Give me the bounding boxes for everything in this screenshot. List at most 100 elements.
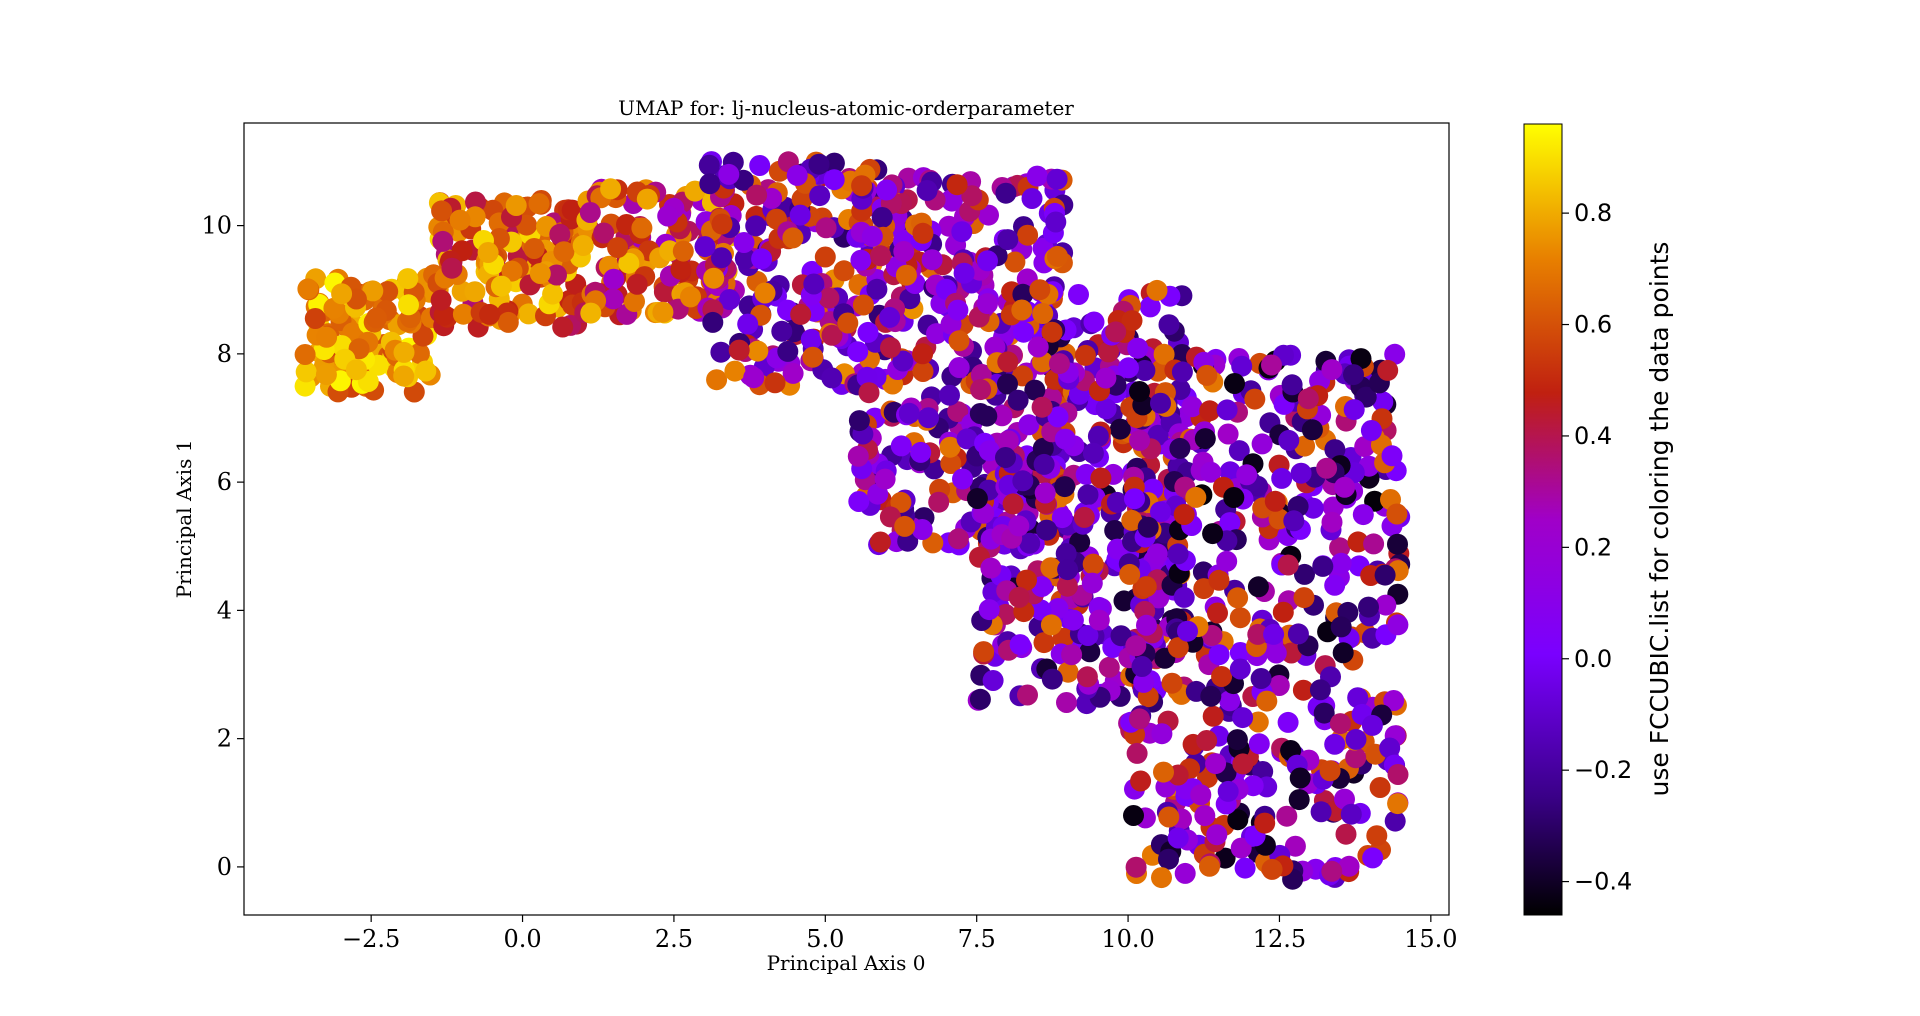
data-point <box>1046 168 1068 190</box>
data-point <box>1251 433 1273 455</box>
data-point <box>345 359 367 381</box>
data-point <box>1151 723 1173 745</box>
data-point <box>1032 437 1054 459</box>
data-point <box>1223 487 1245 508</box>
data-point <box>1150 392 1171 414</box>
data-point <box>1224 373 1245 394</box>
data-point <box>1248 733 1270 755</box>
data-point <box>848 410 870 432</box>
data-point <box>997 351 1019 373</box>
data-point <box>751 248 773 270</box>
data-point <box>518 303 540 325</box>
data-point <box>912 222 934 244</box>
data-point <box>1017 224 1039 246</box>
data-point <box>1019 532 1041 554</box>
data-point <box>1254 812 1276 834</box>
data-point <box>1294 435 1316 457</box>
data-point <box>1013 321 1035 343</box>
data-point <box>1008 515 1030 537</box>
data-point <box>1077 484 1099 506</box>
data-point <box>1329 713 1351 735</box>
colorbar-tick-label: 0.8 <box>1574 199 1612 227</box>
data-point <box>1232 707 1254 729</box>
x-tick-label: 2.5 <box>655 925 693 953</box>
data-point <box>821 367 843 389</box>
y-tick-label: 2 <box>217 725 232 753</box>
data-point <box>1329 537 1351 559</box>
data-point <box>1056 575 1078 597</box>
x-tick-label: 12.5 <box>1253 925 1306 953</box>
data-point <box>815 217 837 239</box>
data-point <box>1256 690 1278 712</box>
data-point <box>1268 675 1290 696</box>
data-point <box>1095 367 1117 389</box>
data-point <box>1173 586 1195 608</box>
data-point <box>1277 554 1299 576</box>
data-point <box>1137 516 1159 538</box>
data-point <box>1054 428 1076 450</box>
data-point <box>852 294 874 316</box>
data-point <box>1061 644 1083 666</box>
data-point <box>1090 467 1112 489</box>
data-point <box>1045 211 1067 233</box>
data-point <box>1332 642 1354 664</box>
data-point <box>1083 311 1105 333</box>
data-point <box>1205 753 1227 775</box>
data-point <box>1350 348 1372 370</box>
data-point <box>1008 586 1030 608</box>
data-point <box>703 267 725 289</box>
colorbar-tick-label: −0.2 <box>1574 756 1632 784</box>
data-point <box>848 491 870 512</box>
data-point <box>1098 341 1119 363</box>
data-point <box>315 364 337 386</box>
data-point <box>940 453 962 474</box>
data-point <box>1040 614 1062 636</box>
data-point <box>1271 467 1293 489</box>
data-point <box>497 311 519 333</box>
data-point <box>961 185 983 207</box>
data-point <box>1171 361 1193 383</box>
data-point <box>580 302 602 324</box>
data-point <box>1127 337 1149 359</box>
data-point <box>393 365 415 387</box>
data-point <box>431 200 453 222</box>
data-point <box>1352 504 1374 526</box>
data-point <box>1054 476 1076 498</box>
data-point <box>1077 625 1099 646</box>
data-point <box>1313 702 1335 724</box>
data-point <box>1057 661 1079 683</box>
data-point <box>847 341 869 363</box>
data-point <box>1110 625 1132 647</box>
data-point <box>449 209 471 231</box>
data-point <box>1363 533 1385 555</box>
data-point <box>912 361 934 382</box>
data-point <box>1287 623 1309 645</box>
data-point <box>1199 855 1220 877</box>
data-point <box>1347 531 1369 553</box>
data-point <box>1234 857 1256 879</box>
data-point <box>1048 353 1070 375</box>
data-point <box>1316 457 1338 479</box>
y-tick-label: 8 <box>217 340 232 368</box>
data-point <box>803 273 825 295</box>
data-point <box>921 249 943 271</box>
data-point <box>1379 737 1401 759</box>
data-point <box>1174 862 1196 884</box>
data-point <box>1366 825 1388 847</box>
data-point <box>1321 359 1343 381</box>
data-point <box>1118 357 1139 379</box>
data-point <box>698 154 720 176</box>
data-point <box>978 440 1000 462</box>
data-point <box>546 264 567 286</box>
data-point <box>1377 359 1399 381</box>
data-point <box>1073 506 1095 528</box>
data-point <box>1121 310 1143 332</box>
data-point <box>490 275 512 297</box>
data-point <box>1334 476 1356 498</box>
chart-title: UMAP for: lj-nucleus-atomic-orderparamet… <box>618 96 1074 120</box>
data-point <box>1158 806 1180 828</box>
data-point <box>1030 599 1052 621</box>
x-tick-label: 15.0 <box>1404 925 1457 953</box>
data-point <box>912 343 934 365</box>
data-point <box>1021 188 1043 209</box>
